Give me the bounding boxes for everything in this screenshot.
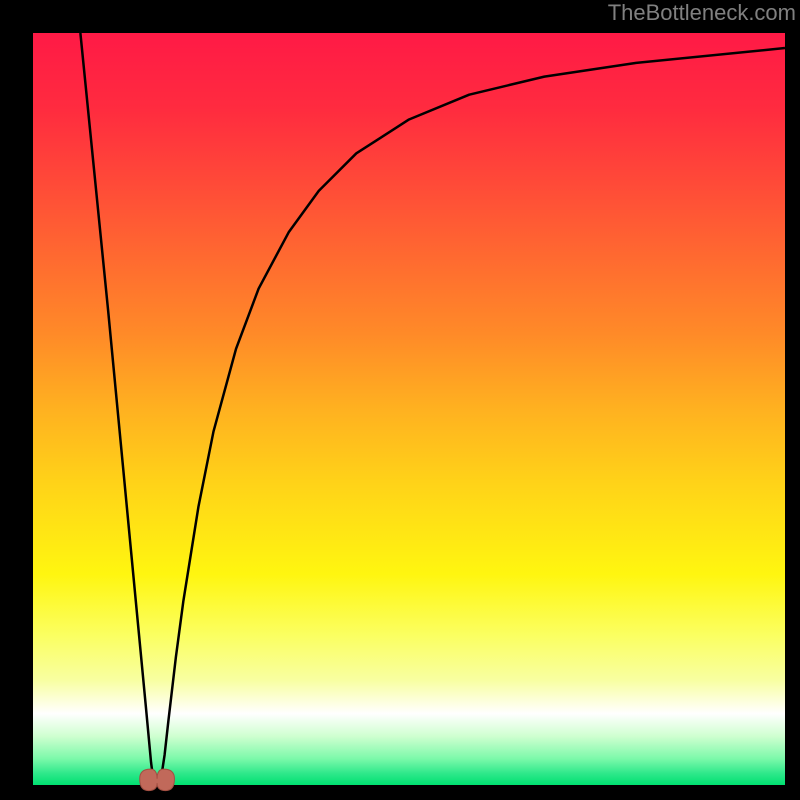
chart-container: TheBottleneck.com — [0, 0, 800, 800]
bottleneck-chart — [0, 0, 800, 800]
chart-gradient-background — [33, 33, 785, 785]
